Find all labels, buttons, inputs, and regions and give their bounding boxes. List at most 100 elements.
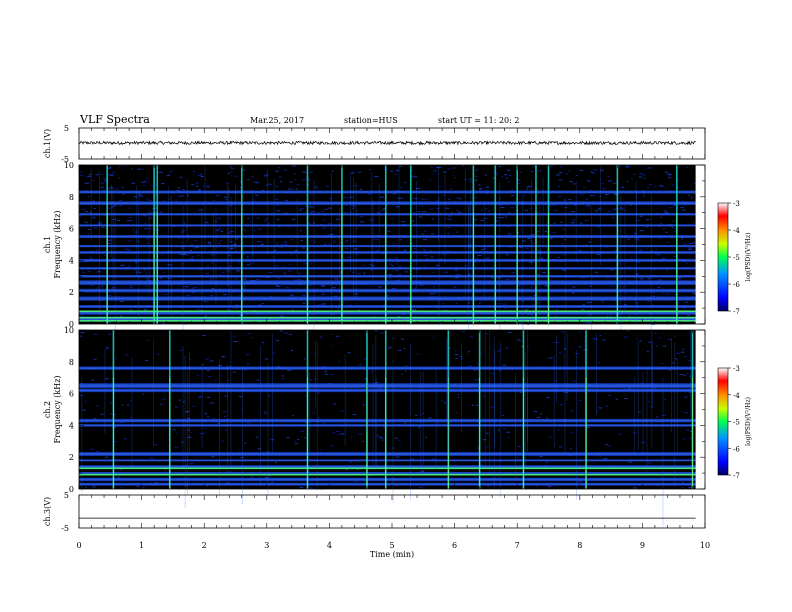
spectrogram-ch1-noise-cell — [586, 322, 591, 324]
spectrogram-ch1-ytick-label: 2 — [69, 288, 74, 297]
spectrogram-ch1-noise-cell — [517, 183, 521, 185]
spectrogram-ch1-noise-cell — [510, 246, 512, 248]
spectrogram-ch1-band-core — [79, 311, 696, 314]
spectrogram-ch1-noise-cell — [584, 257, 587, 259]
spectrogram-ch1-band-core — [79, 213, 696, 215]
spectrogram-ch1-noise-cell — [166, 174, 171, 176]
spectrogram-ch1-noise-cell — [544, 230, 548, 232]
spectrogram-ch2-noise-cell — [221, 440, 225, 442]
spectrogram-ch1-noise-cell — [153, 301, 158, 303]
spectrogram-ch2-noise-cell — [357, 451, 359, 453]
spectrogram-ch1-noise-cell — [652, 295, 655, 297]
spectrogram-ch1-noise-cell — [322, 227, 327, 229]
spectrogram-ch1-noise-cell — [561, 242, 564, 244]
spectrogram-ch1-noise-cell — [652, 292, 655, 294]
spectrogram-ch1-noise-cell — [498, 166, 501, 168]
spectrogram-ch2-noise-cell — [540, 413, 543, 415]
spectrogram-ch2-striation — [671, 337, 672, 433]
spectrogram-ch1-noise-cell — [661, 186, 665, 188]
spectrogram-ch1-noise-cell — [150, 211, 153, 213]
spectrogram-ch2-striation — [104, 349, 106, 432]
spectrogram-ch1-noise-cell — [370, 265, 374, 267]
spectrogram-ch1-impulse-core — [410, 212, 412, 324]
spectrogram-ch2-noise-cell — [330, 445, 335, 447]
spectrogram-ch1-noise-cell — [410, 308, 414, 310]
spectrogram-ch1-noise-cell — [167, 278, 172, 280]
spectrogram-ch2-noise-cell — [96, 405, 99, 407]
spectrogram-ch1-noise-cell — [610, 269, 615, 271]
spectrogram-ch1-noise-cell — [178, 253, 183, 255]
spectrogram-ch2-noise-cell — [256, 436, 259, 438]
spectrogram-ch1-noise-cell — [127, 265, 131, 267]
spectrogram-ch2-noise-cell — [474, 476, 477, 478]
spectrogram-ch1-noise-cell — [562, 254, 567, 256]
spectrogram-ch1-noise-cell — [230, 241, 233, 243]
spectrogram-ch1-noise-cell — [639, 172, 644, 174]
spectrogram-ch1-noise-cell — [199, 189, 201, 191]
spectrogram-ch1-noise-cell — [519, 246, 522, 248]
spectrogram-ch2-striation — [527, 330, 528, 443]
spectrogram-ch1-noise-cell — [410, 243, 414, 245]
spectrogram-ch2-noise-cell — [381, 439, 385, 441]
spectrogram-ch2-noise-cell — [349, 461, 352, 463]
spectrogram-ch2-striation — [651, 330, 653, 449]
spectrogram-ch2-striation — [344, 354, 346, 446]
spectrogram-ch2-noise-cell — [688, 391, 691, 393]
spectrogram-ch2-noise-cell — [369, 372, 371, 374]
spectrogram-ch1-noise-cell — [279, 180, 282, 182]
spectrogram-ch1-noise-cell — [110, 174, 114, 176]
spectrogram-ch1-noise-cell — [151, 185, 153, 187]
spectrogram-ch2-noise-cell — [632, 432, 637, 434]
spectrogram-ch1-noise-cell — [660, 222, 663, 224]
spectrogram-ch2-noise-cell — [485, 432, 489, 434]
spectrogram-ch2-noise-cell — [656, 345, 659, 347]
spectrogram-ch1-noise-cell — [392, 288, 396, 290]
spectrogram-ch1-noise-cell — [415, 188, 421, 190]
spectrogram-ch1-noise-cell — [503, 174, 507, 176]
spectrogram-ch1-noise-cell — [190, 249, 192, 251]
spectrogram-ch1-noise-cell — [87, 233, 90, 235]
spectrogram-ch2-noise-cell — [555, 380, 558, 382]
spectrogram-ch1-noise-cell — [491, 277, 494, 279]
spectrogram-ch1-noise-cell — [344, 241, 347, 243]
spectrogram-ch1-noise-cell — [581, 309, 585, 311]
spectrogram-ch1-noise-cell — [458, 198, 463, 200]
spectrogram-ch1-noise-cell — [583, 186, 586, 188]
spectrogram-ch1-noise-cell — [596, 226, 601, 228]
spectrogram-ch1-noise-cell — [84, 182, 89, 184]
spectrogram-ch2-noise-cell — [324, 370, 328, 372]
spectrogram-ch2-noise-cell — [222, 411, 227, 413]
spectrogram-ch1-noise-cell — [164, 293, 168, 295]
spectrogram-ch1-noise-cell — [219, 273, 222, 275]
spectrogram-ch2-noise-cell — [222, 356, 226, 358]
spectrogram-ch1-noise-cell — [667, 241, 669, 243]
spectrogram-ch2-noise-cell — [180, 441, 184, 443]
spectrogram-ch2-impulse-core — [307, 377, 308, 489]
spectrogram-ch1-striation — [468, 205, 470, 294]
spectrogram-ch1-noise-cell — [678, 258, 681, 260]
spectrogram-ch2-noise-cell — [332, 345, 334, 347]
spectrogram-ch1-noise-cell — [356, 210, 358, 212]
spectrogram-ch1-noise-cell — [430, 167, 433, 169]
spectrogram-ch1-noise-cell — [684, 301, 689, 303]
spectrogram-ch1-noise-cell — [590, 195, 594, 197]
spectrogram-ch1-noise-cell — [412, 197, 416, 199]
spectrogram-ch2-noise-cell — [521, 346, 524, 348]
spectrogram-ch1-noise-cell — [146, 242, 149, 244]
spectrogram-ch1-noise-cell — [531, 250, 534, 252]
spectrogram-ch1-noise-cell — [474, 261, 477, 263]
time-axis-tick-label: 5 — [389, 541, 394, 550]
spectrogram-ch2-noise-cell — [226, 395, 229, 397]
spectrogram-ch1-noise-cell — [492, 177, 495, 179]
spectrogram-ch1-noise-cell — [163, 200, 166, 202]
spectrogram-ch2-noise-cell — [655, 416, 659, 418]
spectrogram-ch1-noise-cell — [89, 211, 93, 213]
spectrogram-ch1-noise-cell — [127, 249, 131, 251]
spectrogram-ch2-ytick-label: 8 — [69, 358, 74, 367]
spectrogram-ch1-noise-cell — [142, 168, 144, 170]
spectrogram-ch1-noise-cell — [607, 277, 609, 279]
spectrogram-ch1-noise-cell — [280, 315, 283, 317]
spectrogram-ch2-noise-cell — [79, 394, 85, 396]
spectrogram-ch2-noise-cell — [160, 404, 162, 406]
